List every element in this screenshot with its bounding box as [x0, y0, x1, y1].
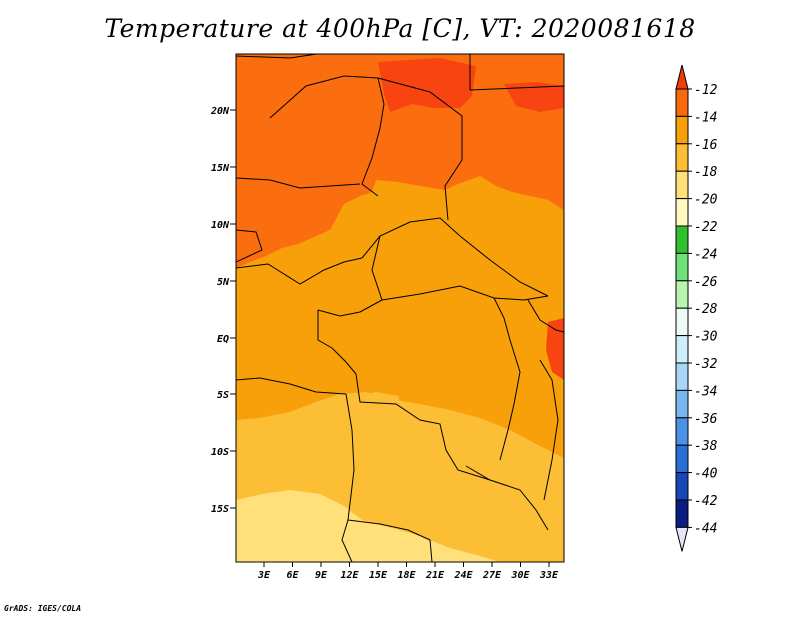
lon-label: 12E: [340, 570, 359, 581]
colorbar-swatch: [675, 252, 689, 282]
colorbar-label: -28: [694, 302, 718, 317]
colorbar-swatch: [675, 115, 689, 145]
lat-label: EQ: [217, 334, 229, 345]
latitude-axis: 20N 15N 10N 5N EQ 5S 10S 15S: [210, 106, 236, 515]
colorbar-label: -22: [694, 220, 718, 235]
colorbar-label: -12: [694, 83, 718, 98]
colorbar-swatch: [675, 170, 689, 200]
colorbar-swatch: [675, 444, 689, 474]
lon-label: 24E: [453, 570, 473, 581]
colorbar-label: -18: [694, 165, 718, 180]
temp-band-16-18-patch: [350, 392, 404, 424]
colorbar-bottom-arrow: [675, 526, 689, 552]
colorbar-swatch: [675, 225, 689, 254]
colorbar-swatch: [675, 499, 689, 528]
lat-label: 10N: [211, 220, 230, 231]
colorbar-label: -26: [694, 275, 718, 290]
lat-label: 15N: [211, 163, 230, 174]
colorbar-swatch: [675, 389, 689, 419]
lat-label: 5N: [217, 277, 230, 288]
colorbar-label: -34: [694, 384, 717, 399]
colorbar-label: -32: [694, 357, 718, 372]
longitude-axis: 3E 6E 9E 12E 15E 18E 21E 24E 27E 30E 33E: [257, 562, 559, 581]
lon-label: 27E: [482, 570, 502, 581]
lon-label: 3E: [257, 570, 271, 581]
colorbar-label: -14: [694, 110, 717, 125]
colorbar: -12 -14 -16 -18 -20 -22 -24 -26 -28 -30 -32 -34 -36 -…: [675, 64, 718, 552]
colorbar-label: -16: [694, 138, 718, 153]
lat-label: 20N: [210, 106, 230, 117]
colorbar-swatch: [675, 198, 689, 227]
lon-label: 15E: [369, 570, 388, 581]
colorbar-top-arrow: [675, 64, 689, 90]
colorbar-swatch: [675, 335, 689, 364]
lon-label: 30E: [510, 570, 530, 581]
temp-hot-spot-east: [504, 82, 564, 112]
colorbar-label: -44: [694, 521, 717, 536]
lon-label: 6E: [286, 570, 299, 581]
colorbar-label: -36: [694, 412, 718, 427]
colorbar-label: -30: [694, 330, 718, 345]
temp-band-18-20: [236, 490, 500, 562]
lat-label: 15S: [211, 504, 229, 515]
lon-label: 18E: [397, 570, 416, 581]
colorbar-label: -42: [694, 494, 718, 509]
lat-label: 5S: [217, 390, 229, 401]
lon-label: 9E: [315, 570, 328, 581]
colorbar-label: -40: [694, 467, 718, 482]
temp-hot-spot-north: [378, 58, 476, 112]
temperature-fill: [236, 54, 564, 562]
colorbar-label: -38: [694, 439, 718, 454]
lon-label: 21E: [425, 570, 445, 581]
country-borders: [236, 54, 564, 562]
lat-label: 10S: [211, 447, 229, 458]
temp-band-12-14-west: [236, 176, 268, 240]
colorbar-swatch: [675, 472, 689, 501]
colorbar-swatch: [675, 280, 689, 309]
colorbar-swatch: [675, 307, 689, 337]
colorbar-swatch: [675, 417, 689, 446]
colorbar-swatch: [675, 88, 689, 117]
credit-text: GrADS: IGES/COLA: [4, 604, 82, 613]
colorbar-label: -24: [694, 247, 717, 262]
colorbar-label: -20: [694, 193, 718, 208]
temp-band-12-14-north: [236, 54, 564, 268]
temp-hot-spot-lake: [546, 318, 564, 380]
map-title: Temperature at 400hPa [C], VT: 202008161…: [104, 14, 696, 43]
map-frame: [235, 53, 565, 563]
colorbar-swatch: [675, 362, 689, 391]
colorbar-swatch: [675, 143, 689, 172]
lon-label: 33E: [539, 570, 559, 581]
